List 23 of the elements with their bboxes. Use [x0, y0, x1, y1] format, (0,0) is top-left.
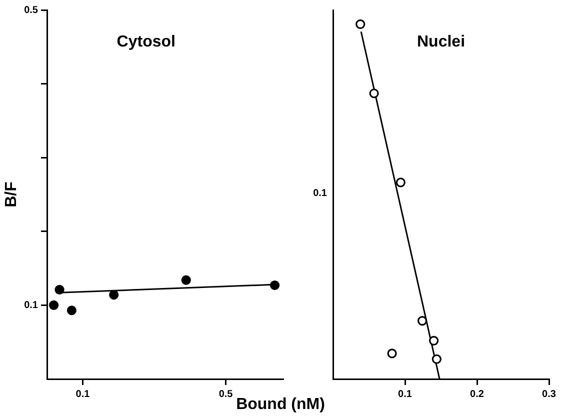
- point: [181, 275, 191, 285]
- text: Cytosol: [116, 33, 176, 50]
- x-tick-label: 0.1: [76, 388, 90, 400]
- x-tick-label: 0.1: [398, 388, 412, 400]
- y-axis-title: B/F: [3, 181, 20, 208]
- point: [369, 88, 379, 98]
- point: [429, 336, 439, 346]
- point: [54, 284, 64, 294]
- x-tick-label: 0.5: [218, 388, 234, 400]
- x-axis-title: Bound (nM): [236, 396, 325, 413]
- point: [432, 354, 442, 364]
- x-tick-label: 0.3: [542, 388, 556, 400]
- point: [48, 300, 59, 310]
- text: Nuclei: [416, 33, 466, 50]
- point: [356, 19, 366, 29]
- point: [417, 316, 428, 326]
- point: [387, 348, 397, 358]
- point: [66, 306, 76, 316]
- point: [396, 178, 406, 188]
- text: 0.1: [313, 188, 328, 200]
- point: [109, 290, 119, 300]
- point: [270, 280, 280, 290]
- x-tick-label: 0.2: [470, 388, 484, 400]
